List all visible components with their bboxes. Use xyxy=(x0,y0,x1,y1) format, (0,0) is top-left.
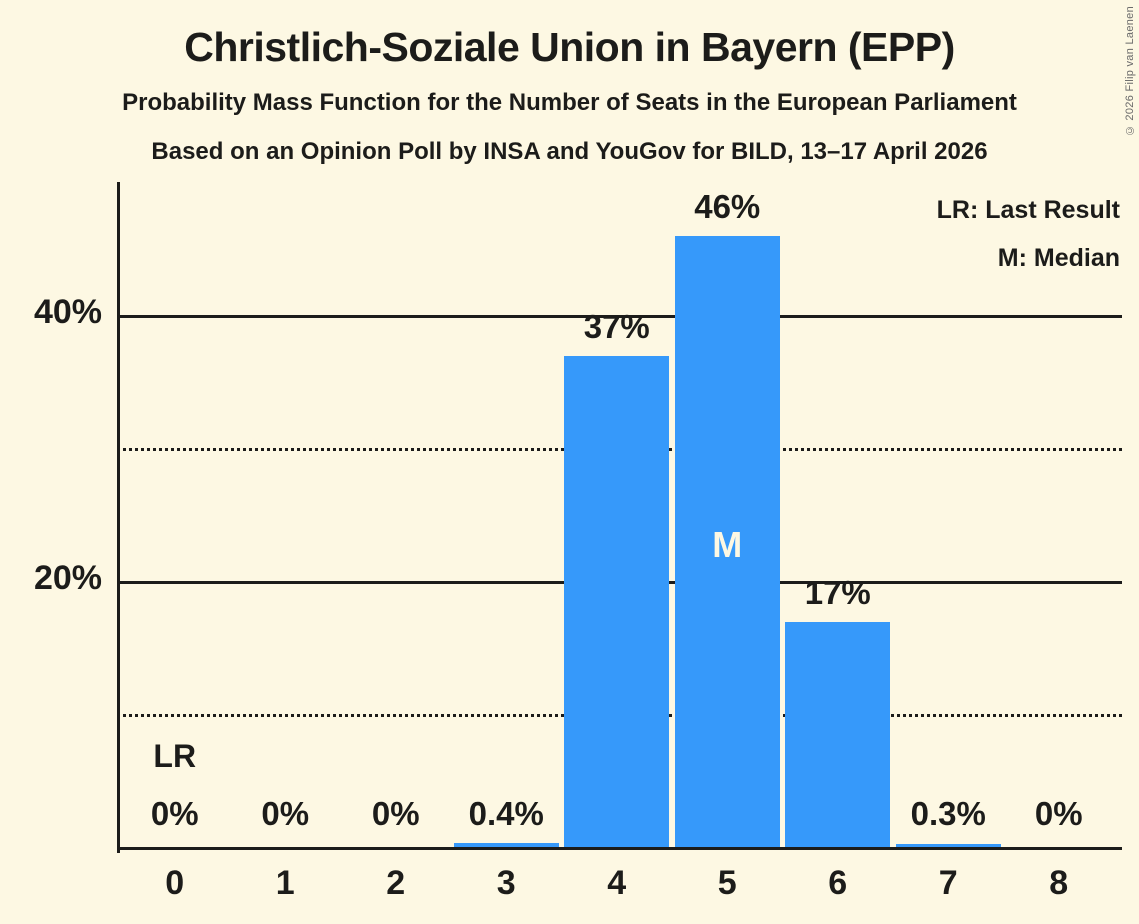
bar-value-label-seat-4: 37% xyxy=(583,307,650,345)
legend-median: M: Median xyxy=(997,244,1120,272)
bar-seat-7 xyxy=(895,844,1001,848)
bar-value-label-seat-3: 0.4% xyxy=(468,795,544,832)
y-tick-label-40: 40% xyxy=(33,293,102,331)
bar-value-label-seat-6: 17% xyxy=(804,573,871,611)
chart-title: Christlich-Soziale Union in Bayern (EPP) xyxy=(184,24,955,70)
bar-value-label-seat-8: 0% xyxy=(1034,795,1083,832)
x-tick-label-2: 2 xyxy=(386,864,406,902)
x-tick-label-0: 0 xyxy=(165,864,185,902)
bar-seat-4 xyxy=(564,355,670,848)
bar-value-label-seat-5: 46% xyxy=(694,188,761,226)
median-marker: M xyxy=(712,524,743,565)
bar-value-label-seat-2: 0% xyxy=(371,795,420,832)
x-tick-label-5: 5 xyxy=(717,864,737,902)
y-axis-line xyxy=(116,182,120,853)
x-tick-label-4: 4 xyxy=(607,864,627,902)
bar-value-label-seat-0: 0% xyxy=(150,795,199,832)
x-axis-line xyxy=(116,846,1122,850)
bar-seat-6 xyxy=(785,621,891,848)
x-tick-label-6: 6 xyxy=(828,864,848,902)
legend: LR: Last Result M: Median xyxy=(937,186,1120,282)
y-tick-label-20: 20% xyxy=(33,559,102,597)
legend-last-result: LR: Last Result xyxy=(936,196,1120,224)
gridline-solid-40 xyxy=(117,314,1122,318)
x-tick-label-8: 8 xyxy=(1049,864,1069,902)
bar-seat-5 xyxy=(674,236,780,848)
x-tick-label-1: 1 xyxy=(275,864,295,902)
bar-value-label-seat-7: 0.3% xyxy=(910,795,986,832)
chart-subtitle-pmf: Probability Mass Function for the Number… xyxy=(122,89,1017,116)
x-tick-label-3: 3 xyxy=(496,864,516,902)
last-result-marker: LR xyxy=(153,738,197,774)
chart-subtitle-poll: Based on an Opinion Poll by INSA and You… xyxy=(151,138,988,165)
x-tick-label-7: 7 xyxy=(938,864,958,902)
bar-seat-3 xyxy=(453,842,559,848)
bar-value-label-seat-1: 0% xyxy=(261,795,310,832)
